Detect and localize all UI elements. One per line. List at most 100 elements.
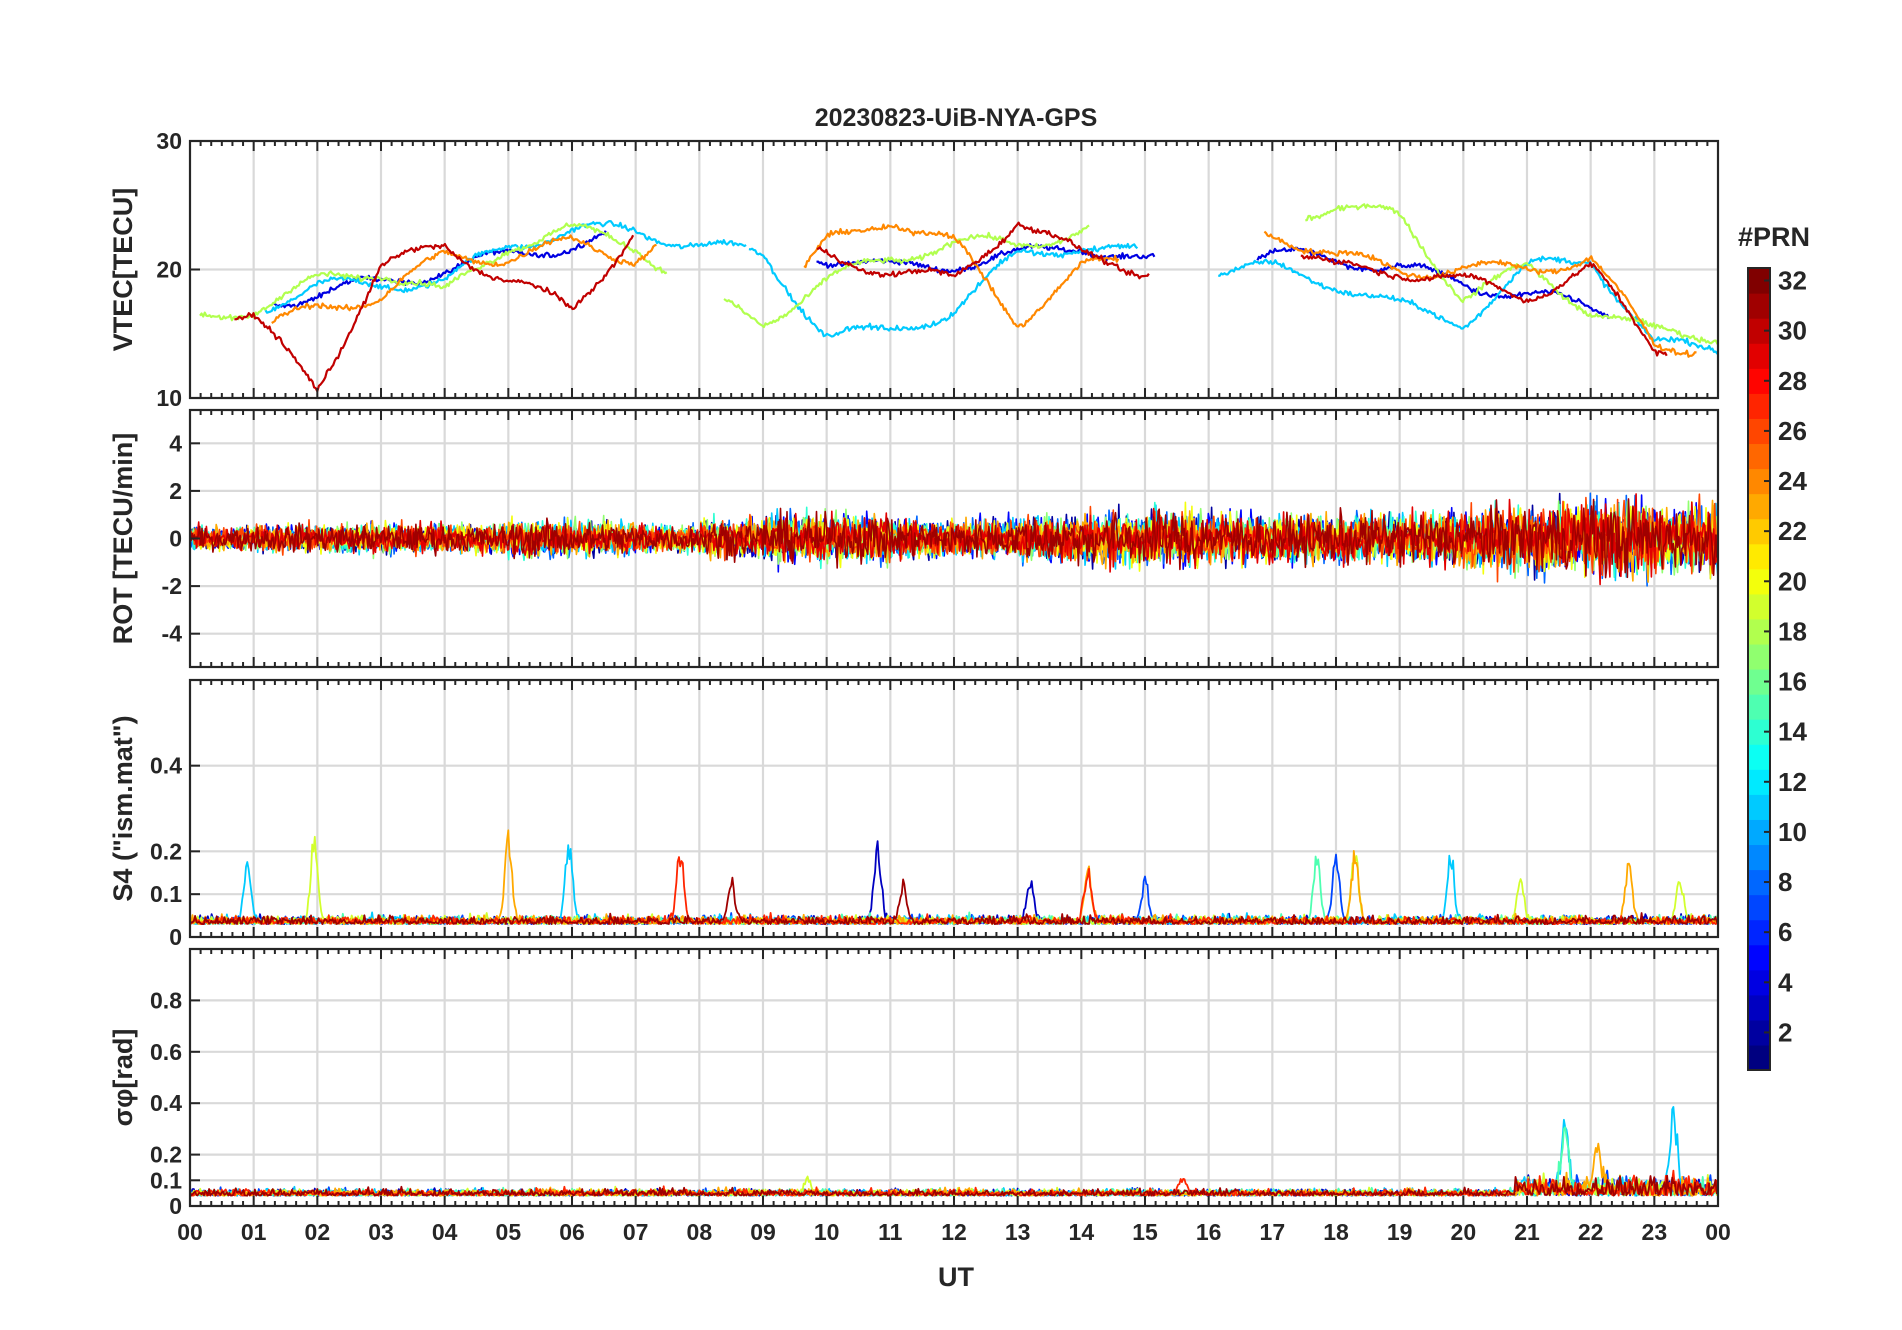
rot-trace-prn-26 bbox=[190, 493, 1718, 583]
x-tick-label: 00 bbox=[1705, 1219, 1731, 1245]
y-tick-label: 10 bbox=[156, 385, 182, 411]
colorbar-segment bbox=[1748, 643, 1770, 670]
colorbar-tick-label: 16 bbox=[1778, 667, 1807, 697]
vtec-trace-prn-18 bbox=[723, 224, 1090, 329]
vtec-trace-prn-30 bbox=[234, 234, 635, 393]
x-tick-label: 04 bbox=[432, 1219, 458, 1245]
colorbar-segment bbox=[1748, 719, 1770, 745]
colorbar-segment bbox=[1748, 443, 1770, 470]
scint-trace-prn-31 bbox=[190, 876, 1718, 925]
x-tick-label: 03 bbox=[368, 1219, 394, 1245]
x-tick-label: 16 bbox=[1196, 1219, 1222, 1245]
y-tick-label: 20 bbox=[156, 257, 182, 283]
y-tick-label: 4 bbox=[169, 430, 182, 456]
y-tick-label: 0.2 bbox=[150, 1142, 182, 1168]
colorbar-segment bbox=[1748, 493, 1770, 520]
x-tick-label: 15 bbox=[1132, 1219, 1158, 1245]
x-tick-label: 12 bbox=[941, 1219, 967, 1245]
y-tick-label: 0 bbox=[169, 526, 182, 552]
colorbar-tick-label: 10 bbox=[1778, 817, 1807, 847]
x-tick-label: 07 bbox=[623, 1219, 649, 1245]
vtec-trace-prn-24 bbox=[803, 223, 1120, 328]
x-tick-label: 06 bbox=[559, 1219, 585, 1245]
y-tick-label: 0 bbox=[169, 1193, 182, 1219]
panel-frame bbox=[188, 947, 1720, 1208]
panel-grid bbox=[190, 680, 1718, 937]
x-tick-label: 22 bbox=[1578, 1219, 1604, 1245]
vtec-trace-prn-30 bbox=[816, 221, 1150, 280]
x-tick-label: 21 bbox=[1514, 1219, 1540, 1245]
x-tick-label: 11 bbox=[878, 1219, 903, 1245]
x-tick-label: 10 bbox=[814, 1219, 840, 1245]
y-tick-label: 0.2 bbox=[150, 838, 182, 864]
colorbar-tick-label: 28 bbox=[1778, 366, 1807, 396]
y-axis-label: ROT [TECU/min] bbox=[108, 433, 138, 644]
panel-1: 10 20 30 VTEC[TECU] bbox=[108, 128, 1720, 411]
colorbar-segment bbox=[1748, 694, 1770, 720]
colorbar-tick-label: 22 bbox=[1778, 516, 1807, 546]
x-tick-label: 01 bbox=[241, 1219, 267, 1245]
x-tick-label: 08 bbox=[687, 1219, 713, 1245]
colorbar-title: #PRN bbox=[1738, 222, 1810, 252]
scint-trace-prn-31 bbox=[190, 1174, 1718, 1197]
vtec-trace-prn-11 bbox=[748, 242, 1139, 338]
vtec-trace-prn-4 bbox=[272, 230, 607, 309]
x-tick-label: 00 bbox=[177, 1219, 203, 1245]
colorbar-segment bbox=[1748, 994, 1770, 1021]
colorbar-tick-label: 14 bbox=[1778, 717, 1807, 747]
colorbar-tick-label: 18 bbox=[1778, 616, 1807, 646]
colorbar-tick-label: 26 bbox=[1778, 416, 1807, 446]
panel-grid bbox=[190, 949, 1718, 1206]
colorbar-segment bbox=[1748, 769, 1770, 795]
chart-title: 20230823-UiB-NYA-GPS bbox=[815, 104, 1098, 132]
colorbar-segment bbox=[1748, 669, 1770, 695]
y-tick-label: 0.1 bbox=[150, 881, 182, 907]
colorbar-segment bbox=[1748, 393, 1770, 419]
y-tick-label: 0.4 bbox=[150, 1090, 182, 1116]
x-tick-label: 09 bbox=[750, 1219, 776, 1245]
colorbar-tick-label: 32 bbox=[1778, 266, 1807, 296]
y-axis-label: S4 ("ism.mat") bbox=[108, 715, 138, 901]
colorbar-segment bbox=[1748, 368, 1770, 394]
x-tick-label: 23 bbox=[1642, 1219, 1668, 1245]
y-axis-label: VTEC[TECU] bbox=[108, 188, 138, 352]
panel-frame bbox=[188, 139, 1720, 400]
panel-data bbox=[190, 492, 1718, 587]
y-tick-label: 0.6 bbox=[150, 1039, 182, 1065]
x-axis-label: UT bbox=[938, 1262, 974, 1292]
panel-grid bbox=[190, 141, 1718, 398]
colorbar-segment bbox=[1748, 593, 1770, 620]
panel-frame bbox=[188, 678, 1720, 939]
y-tick-label: -4 bbox=[162, 621, 183, 647]
y-tick-label: 0.8 bbox=[150, 987, 182, 1013]
panel-data bbox=[190, 1106, 1718, 1197]
colorbar-segment bbox=[1748, 568, 1770, 595]
x-tick-label: 19 bbox=[1387, 1219, 1413, 1245]
colorbar-segment bbox=[1748, 944, 1770, 971]
colorbar-tick-label: 20 bbox=[1778, 566, 1807, 596]
colorbar-segment bbox=[1748, 794, 1770, 820]
x-tick-label: 02 bbox=[305, 1219, 331, 1245]
rot-trace-prn-31 bbox=[190, 498, 1718, 579]
colorbar-tick-label: 4 bbox=[1778, 967, 1793, 997]
panel-data bbox=[199, 203, 1718, 393]
x-tick-label: 20 bbox=[1451, 1219, 1477, 1245]
colorbar-segment bbox=[1748, 844, 1770, 871]
x-tick-label: 14 bbox=[1069, 1219, 1095, 1245]
y-tick-label: -2 bbox=[162, 573, 182, 599]
colorbar-segment bbox=[1748, 618, 1770, 645]
y-tick-label: 0.4 bbox=[150, 753, 182, 779]
colorbar-segment bbox=[1748, 268, 1770, 294]
colorbar-tick-label: 30 bbox=[1778, 316, 1807, 346]
panel-4: 00.10.2 0.4 0.6 0.8 σφ[rad] bbox=[108, 947, 1720, 1219]
colorbar-frame bbox=[1747, 267, 1771, 1071]
colorbar-segment bbox=[1748, 518, 1770, 545]
y-tick-label: 2 bbox=[169, 478, 182, 504]
y-tick-label: 0.1 bbox=[150, 1167, 182, 1193]
colorbar-segment bbox=[1748, 468, 1770, 495]
colorbar-segment bbox=[1748, 1019, 1770, 1046]
x-tick-label: 17 bbox=[1260, 1219, 1286, 1245]
